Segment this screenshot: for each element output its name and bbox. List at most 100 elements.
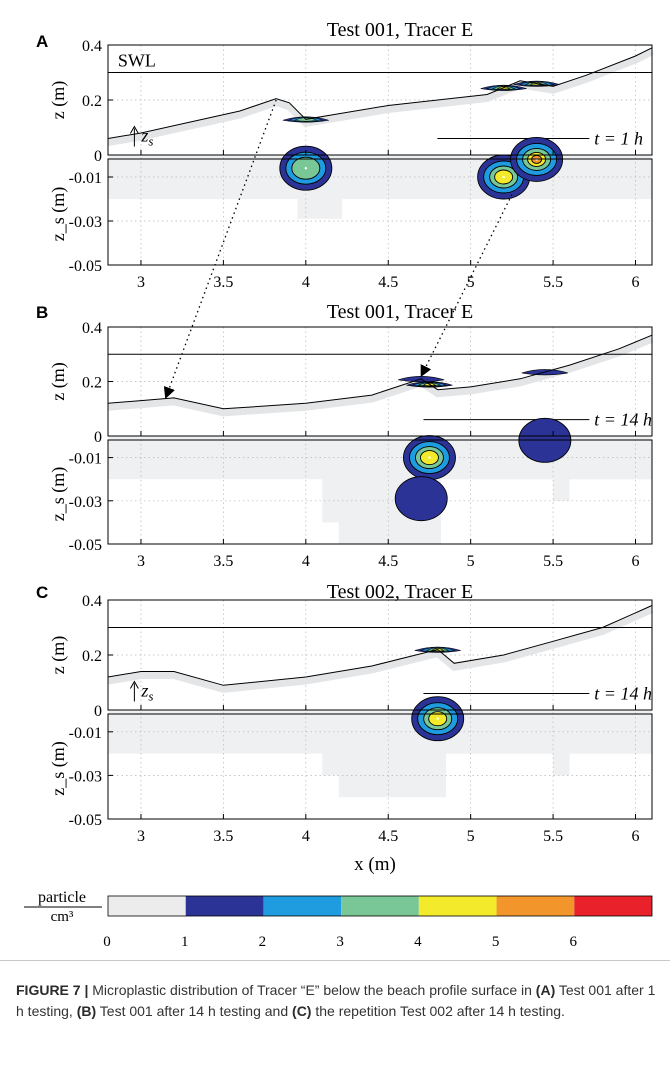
zs-tick-label: -0.01 bbox=[69, 170, 102, 187]
x-tick-label: 5.5 bbox=[543, 553, 563, 570]
panel-letter: B bbox=[36, 303, 48, 322]
x-tick-label: 6 bbox=[632, 274, 640, 291]
panel-title: Test 001, Tracer E bbox=[327, 19, 473, 41]
zs-axis-label: z_s (m) bbox=[48, 187, 69, 241]
svg-text:t = 14 h: t = 14 h bbox=[594, 684, 652, 704]
migration-arrows bbox=[163, 99, 513, 399]
panel-title: Test 001, Tracer E bbox=[327, 301, 473, 323]
zs-tick-label: -0.01 bbox=[69, 725, 102, 742]
colorbar-tick-label: 4 bbox=[414, 934, 422, 950]
sediment-shading bbox=[108, 710, 652, 798]
colorbar-swatch bbox=[263, 896, 342, 916]
x-axis-label: x (m) bbox=[354, 854, 396, 875]
panel-a: A Test 001, Tracer E SWL zs t = 1 h 3 3.5 4 4.5 5… bbox=[36, 19, 654, 291]
x-tick-label: 3 bbox=[137, 553, 145, 570]
beach-profile-line bbox=[107, 47, 653, 139]
svg-text:t = 1 h: t = 1 h bbox=[594, 129, 643, 149]
panel-title: Test 002, Tracer E bbox=[327, 581, 473, 603]
time-legend: t = 1 h bbox=[437, 129, 643, 149]
sediment-shading bbox=[108, 436, 652, 544]
caption-c-label: (C) bbox=[292, 1003, 312, 1019]
panel-letter: C bbox=[36, 583, 48, 602]
x-tick-label: 4.5 bbox=[378, 828, 398, 845]
y-tick-label: 0 bbox=[94, 703, 102, 720]
axes-frame bbox=[107, 44, 653, 266]
figure-canvas: A Test 001, Tracer E SWL zs t = 1 h 3 3.5 4 4.5 5… bbox=[24, 19, 654, 950]
x-tick-label: 5 bbox=[467, 274, 475, 291]
panel-c: C Test 002, Tracer E zs t = 14 h 3 3.5 4 4.5 5 5.… bbox=[36, 581, 654, 845]
colorbar-swatch bbox=[574, 896, 652, 916]
colorbar-swatch bbox=[185, 896, 264, 916]
zs-tick-label: -0.05 bbox=[69, 812, 102, 829]
colorbar-swatch bbox=[496, 896, 575, 916]
x-tick-label: 5 bbox=[467, 828, 475, 845]
x-tick-label: 3.5 bbox=[213, 553, 233, 570]
x-tick-label: 4.5 bbox=[378, 274, 398, 291]
y-tick-label: 0.2 bbox=[82, 648, 102, 665]
zs-tick-label: -0.01 bbox=[69, 451, 102, 468]
colorbar-swatch bbox=[108, 896, 186, 916]
caption-b-text: Test 001 after 14 h testing and bbox=[96, 1003, 293, 1019]
swl-label: SWL bbox=[118, 51, 156, 71]
zs-tick-label: -0.03 bbox=[69, 494, 102, 511]
caption-figure-label: FIGURE 7 | bbox=[16, 982, 89, 998]
colorbar-tick-label: 6 bbox=[570, 934, 578, 950]
y-tick-label: 0.4 bbox=[82, 593, 102, 610]
y-tick-label: 0.2 bbox=[82, 93, 102, 110]
colorbar-tick-label: 2 bbox=[259, 934, 267, 950]
svg-text:zs: zs bbox=[140, 681, 153, 704]
colorbar-swatch bbox=[418, 896, 497, 916]
caption-box bbox=[0, 960, 670, 1065]
caption-a-text: Test 001 after 1 h testing, bbox=[16, 982, 656, 1019]
tracer-contour bbox=[403, 435, 456, 481]
profile-shadow bbox=[107, 606, 654, 693]
x-tick-label: 5.5 bbox=[543, 274, 563, 291]
x-tick-label: 5 bbox=[467, 553, 475, 570]
tracer-contour bbox=[279, 145, 333, 191]
x-tick-label: 6 bbox=[632, 553, 640, 570]
zs-tick-label: -0.03 bbox=[69, 768, 102, 785]
migration-arrow bbox=[163, 99, 277, 399]
time-legend: t = 14 h bbox=[423, 684, 652, 704]
zs-axis-label: z_s (m) bbox=[48, 467, 69, 521]
y-tick-label: 0.4 bbox=[82, 320, 102, 337]
y-tick-label: 0 bbox=[94, 429, 102, 446]
x-tick-label: 3.5 bbox=[213, 828, 233, 845]
colorbar-tick-label: 1 bbox=[181, 934, 189, 950]
beach-profile-line bbox=[107, 605, 653, 686]
colorbar-unit-top: particle bbox=[38, 889, 86, 906]
x-tick-label: 4 bbox=[302, 828, 310, 845]
migration-arrow bbox=[420, 194, 513, 378]
caption-text: Microplastic distribution of Tracer “E” … bbox=[88, 982, 536, 998]
x-tick-label: 4 bbox=[302, 553, 310, 570]
zs-tick-label: -0.03 bbox=[69, 214, 102, 231]
zs-arrow-label: zs bbox=[129, 680, 153, 704]
caption-c-text: the repetition Test 002 after 14 h testi… bbox=[311, 1003, 565, 1019]
svg-text:zs: zs bbox=[140, 126, 153, 149]
x-tick-label: 5.5 bbox=[543, 828, 563, 845]
colorbar-unit-bottom: cm³ bbox=[51, 909, 74, 925]
zs-tick-label: -0.05 bbox=[69, 537, 102, 554]
profile-shadow bbox=[107, 48, 654, 146]
panel-b: B Test 001, Tracer E t = 14 h 3 3.5 4 4.5 5 5.5 6… bbox=[36, 301, 654, 570]
figure-caption: FIGURE 7 | Microplastic distribution of … bbox=[16, 980, 656, 1022]
y-tick-label: 0.4 bbox=[82, 38, 102, 55]
tracer-contour bbox=[394, 476, 448, 522]
profile-tracer-mark bbox=[406, 381, 453, 388]
y-tick-label: 0 bbox=[94, 148, 102, 165]
panel-letter: A bbox=[36, 32, 48, 51]
colorbar: 0 1 2 3 4 5 6 particle cm³ bbox=[24, 889, 653, 950]
x-tick-label: 3 bbox=[137, 828, 145, 845]
colorbar-tick-label: 0 bbox=[103, 934, 111, 950]
y-axis-label: z (m) bbox=[48, 81, 69, 119]
svg-text:t = 14 h: t = 14 h bbox=[594, 410, 652, 430]
time-legend: t = 14 h bbox=[423, 410, 652, 430]
y-axis-label: z (m) bbox=[48, 362, 69, 400]
sediment-shading bbox=[108, 155, 652, 219]
zs-tick-label: -0.05 bbox=[69, 258, 102, 275]
zs-axis-label: z_s (m) bbox=[48, 741, 69, 795]
x-tick-label: 6 bbox=[632, 828, 640, 845]
x-tick-label: 3.5 bbox=[213, 274, 233, 291]
caption-b-label: (B) bbox=[76, 1003, 97, 1019]
x-tick-label: 3 bbox=[137, 274, 145, 291]
